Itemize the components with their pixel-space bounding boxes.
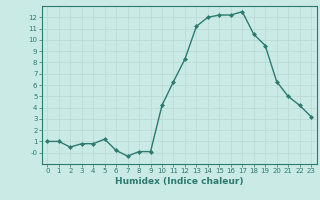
X-axis label: Humidex (Indice chaleur): Humidex (Indice chaleur) <box>115 177 244 186</box>
